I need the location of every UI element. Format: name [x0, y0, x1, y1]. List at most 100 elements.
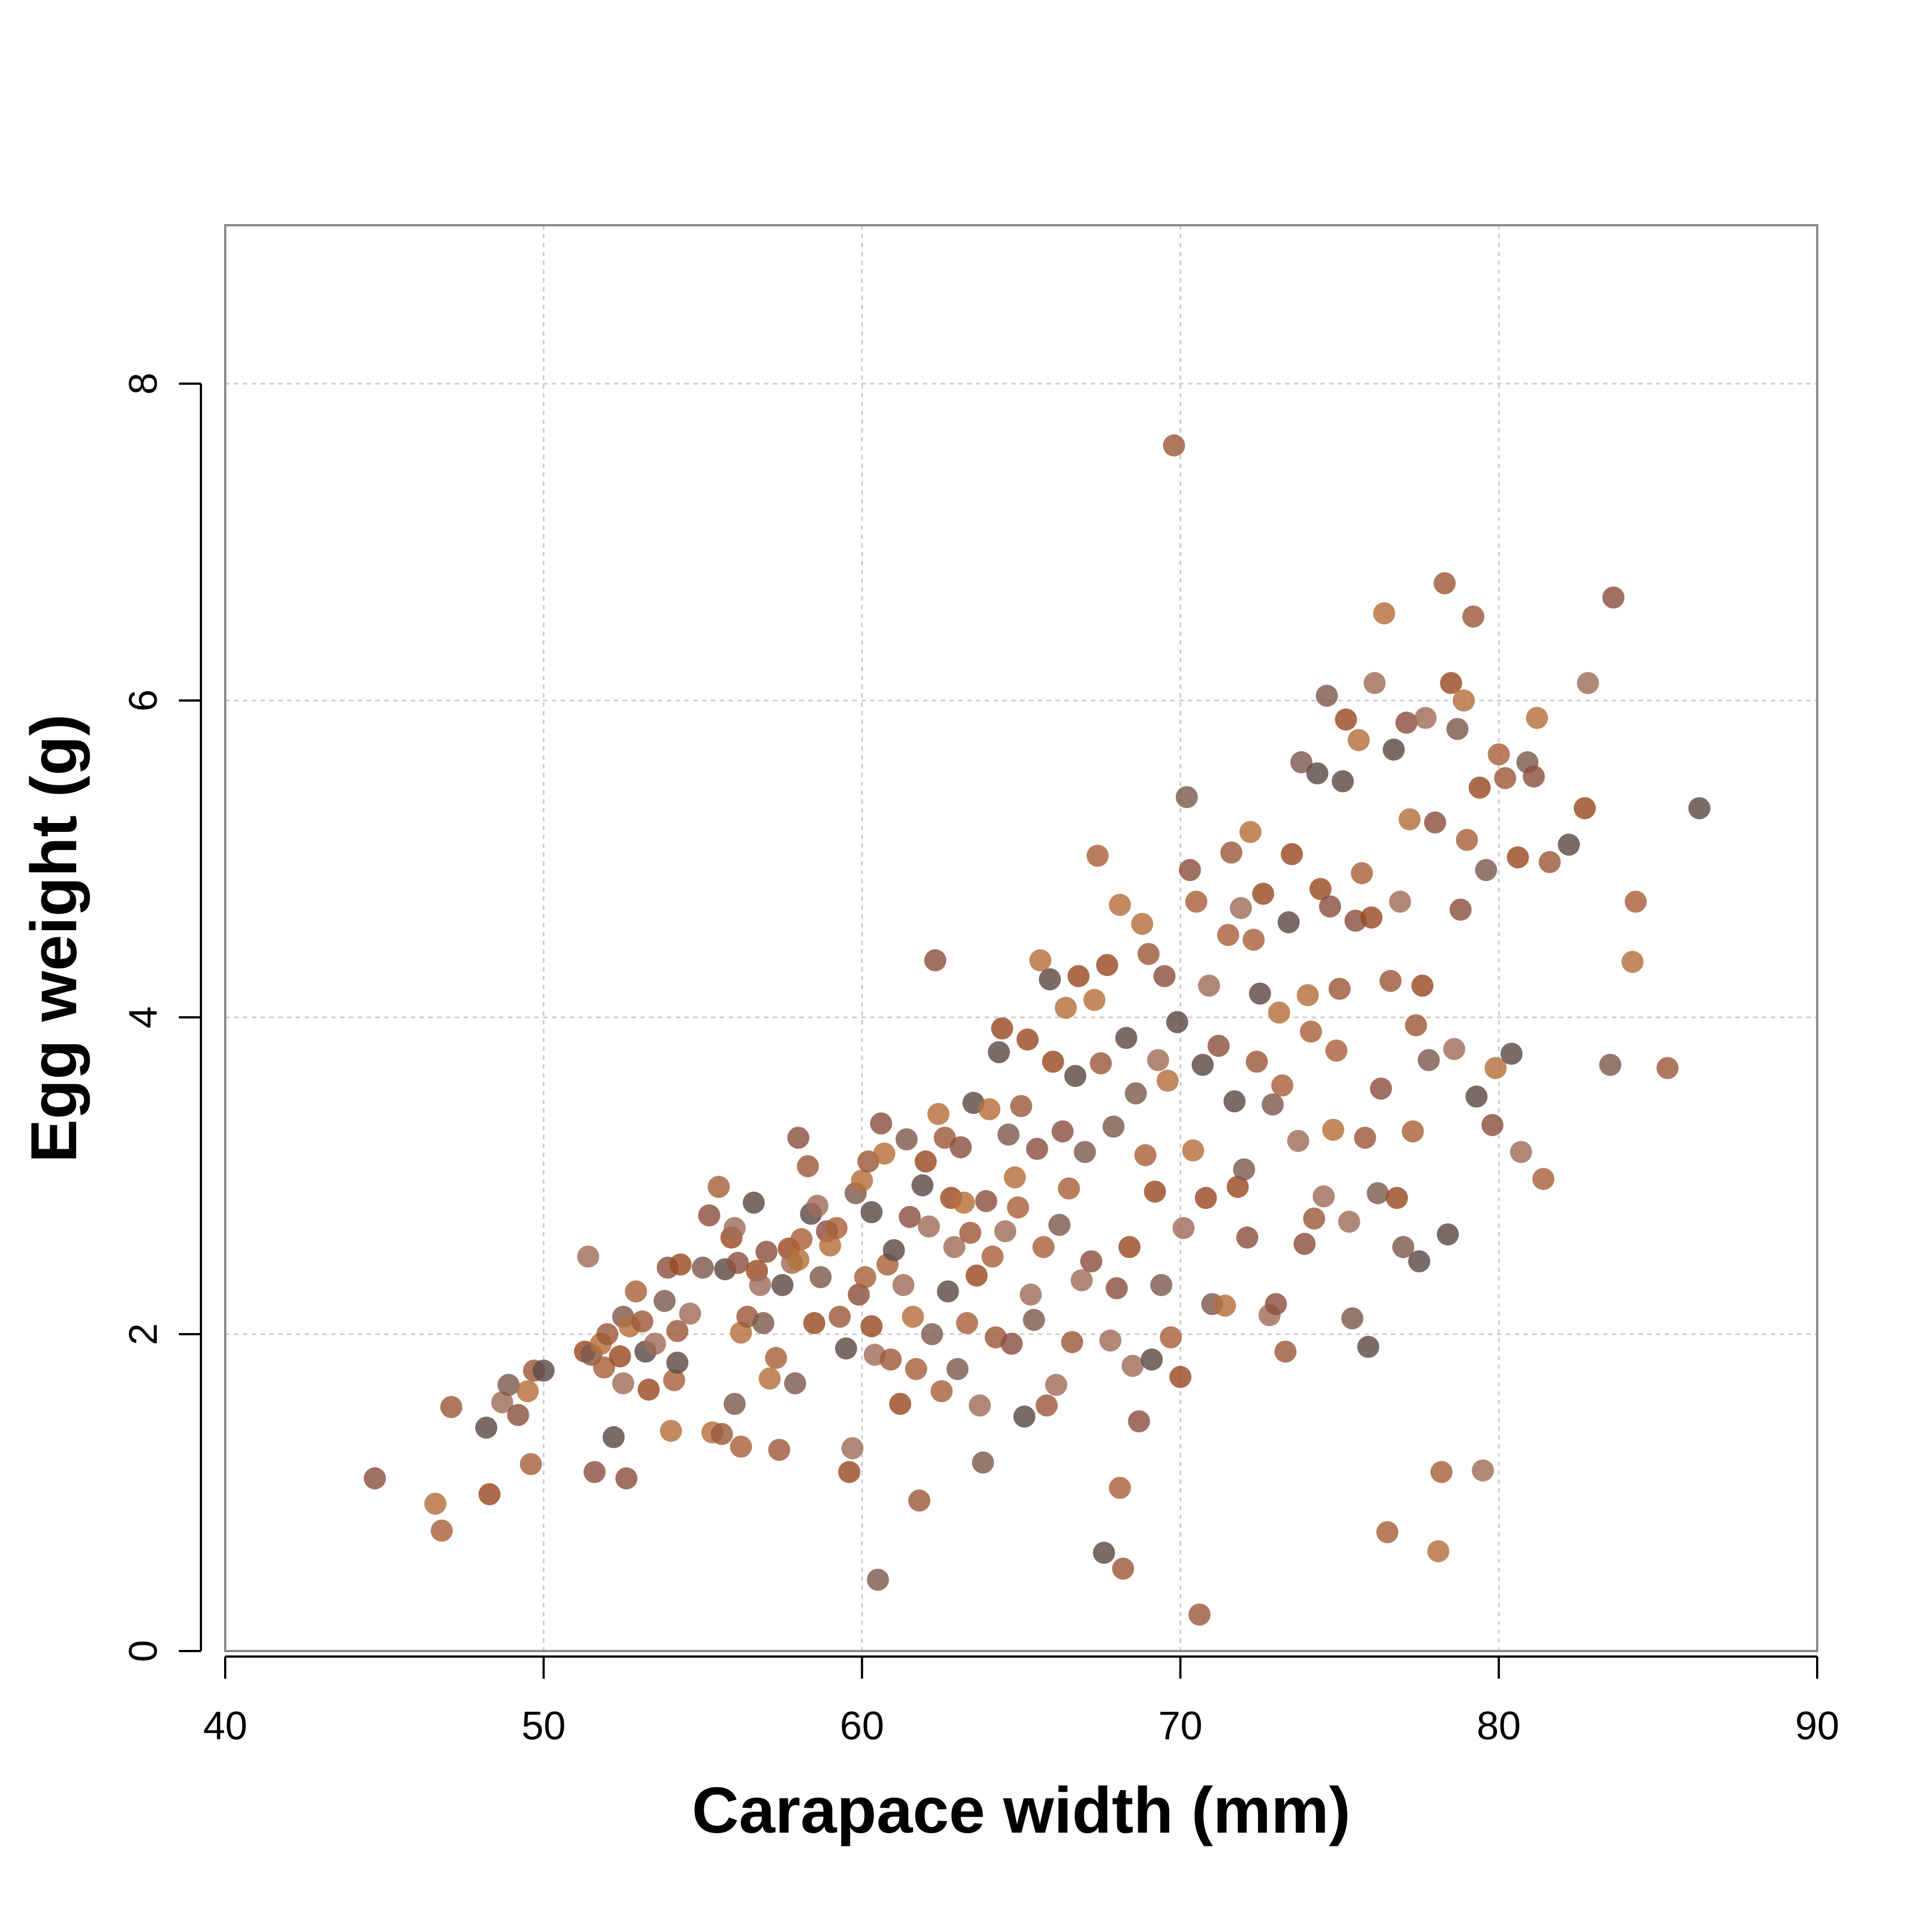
data-point: [1214, 1294, 1236, 1317]
data-point: [596, 1323, 619, 1345]
data-point: [723, 1393, 746, 1415]
data-point: [1335, 708, 1357, 731]
data-point: [765, 1347, 787, 1370]
data-point: [1370, 1078, 1392, 1100]
data-point: [1418, 1049, 1440, 1071]
data-point: [965, 1264, 988, 1287]
data-point: [838, 1461, 861, 1483]
data-point: [809, 1266, 832, 1288]
data-point: [829, 1305, 851, 1328]
x-axis-title: Carapace width (mm): [692, 1774, 1350, 1847]
data-point: [666, 1351, 689, 1374]
data-point: [1386, 1187, 1408, 1209]
data-point: [1389, 890, 1411, 913]
data-point: [1144, 1180, 1166, 1203]
data-point: [1096, 954, 1118, 976]
data-point: [1621, 951, 1644, 973]
data-point: [1475, 859, 1498, 882]
data-point: [1045, 1373, 1068, 1396]
data-point: [1080, 1250, 1102, 1272]
data-point: [1106, 1277, 1128, 1299]
data-point: [784, 1372, 806, 1394]
data-point: [1265, 1293, 1287, 1315]
data-point: [1150, 1274, 1172, 1297]
data-point: [1156, 1069, 1179, 1092]
data-point: [478, 1483, 501, 1505]
data-point: [879, 1348, 902, 1371]
data-point: [666, 1320, 689, 1342]
data-point: [1013, 1405, 1036, 1428]
data-point: [1573, 797, 1596, 820]
data-point: [749, 1274, 772, 1297]
data-point: [644, 1333, 666, 1355]
data-point: [1408, 1250, 1430, 1272]
data-point: [1331, 770, 1354, 793]
data-point: [899, 1206, 921, 1228]
data-point: [933, 1127, 956, 1149]
data-point: [927, 1103, 950, 1126]
data-point: [1023, 1309, 1045, 1331]
x-tick-label: 40: [203, 1704, 247, 1748]
data-point: [1086, 845, 1109, 867]
data-point: [851, 1169, 873, 1192]
data-point: [1312, 1185, 1335, 1208]
data-point: [959, 1222, 981, 1244]
data-point: [631, 1310, 654, 1333]
data-point: [1532, 1167, 1554, 1190]
data-point: [867, 1568, 889, 1591]
data-point: [1440, 672, 1462, 694]
data-point: [892, 1274, 915, 1297]
data-point: [1020, 1283, 1042, 1306]
data-point: [583, 1461, 606, 1483]
data-point: [491, 1391, 513, 1414]
data-point: [1124, 1082, 1147, 1105]
data-point: [1577, 672, 1599, 694]
data-point: [1163, 434, 1185, 457]
data-point: [1147, 1049, 1170, 1071]
data-point: [1134, 1144, 1156, 1166]
data-point: [1303, 1207, 1325, 1230]
data-point: [860, 1315, 883, 1337]
data-point: [710, 1423, 733, 1445]
data-point: [1233, 1158, 1255, 1181]
data-point: [949, 1136, 972, 1159]
data-point: [991, 1017, 1013, 1040]
data-point: [870, 1112, 893, 1135]
data-point: [1688, 797, 1711, 820]
data-point: [1290, 751, 1313, 773]
data-point: [1048, 1213, 1071, 1236]
data-point: [819, 1234, 841, 1257]
data-point: [516, 1380, 539, 1403]
data-point: [615, 1467, 638, 1490]
data-point: [609, 1345, 631, 1368]
x-tick-label: 60: [840, 1704, 884, 1748]
data-point: [975, 1190, 997, 1212]
data-point: [1112, 1557, 1134, 1580]
data-point: [1191, 1054, 1214, 1076]
y-tick-label: 0: [121, 1640, 166, 1662]
data-point: [752, 1312, 774, 1334]
data-point: [1468, 776, 1491, 799]
data-point: [901, 1305, 924, 1328]
data-point: [1392, 1236, 1415, 1259]
data-point: [1656, 1057, 1679, 1079]
data-point: [1472, 1459, 1494, 1482]
data-point: [1179, 859, 1201, 882]
data-point: [1341, 1307, 1363, 1330]
data-point: [1462, 605, 1485, 628]
data-point: [1223, 1090, 1246, 1113]
data-point: [873, 1142, 895, 1165]
data-point: [1160, 1326, 1182, 1349]
data-point: [905, 1358, 927, 1381]
data-point: [692, 1256, 714, 1279]
data-point: [771, 1274, 794, 1297]
data-point: [988, 1041, 1010, 1064]
data-point: [1185, 890, 1208, 913]
data-point: [1414, 707, 1437, 729]
data-point: [663, 1369, 686, 1392]
data-point: [653, 1289, 676, 1312]
data-point: [1131, 912, 1154, 935]
data-point: [1102, 1116, 1125, 1138]
data-point: [1306, 762, 1329, 785]
data-point: [519, 1453, 542, 1475]
